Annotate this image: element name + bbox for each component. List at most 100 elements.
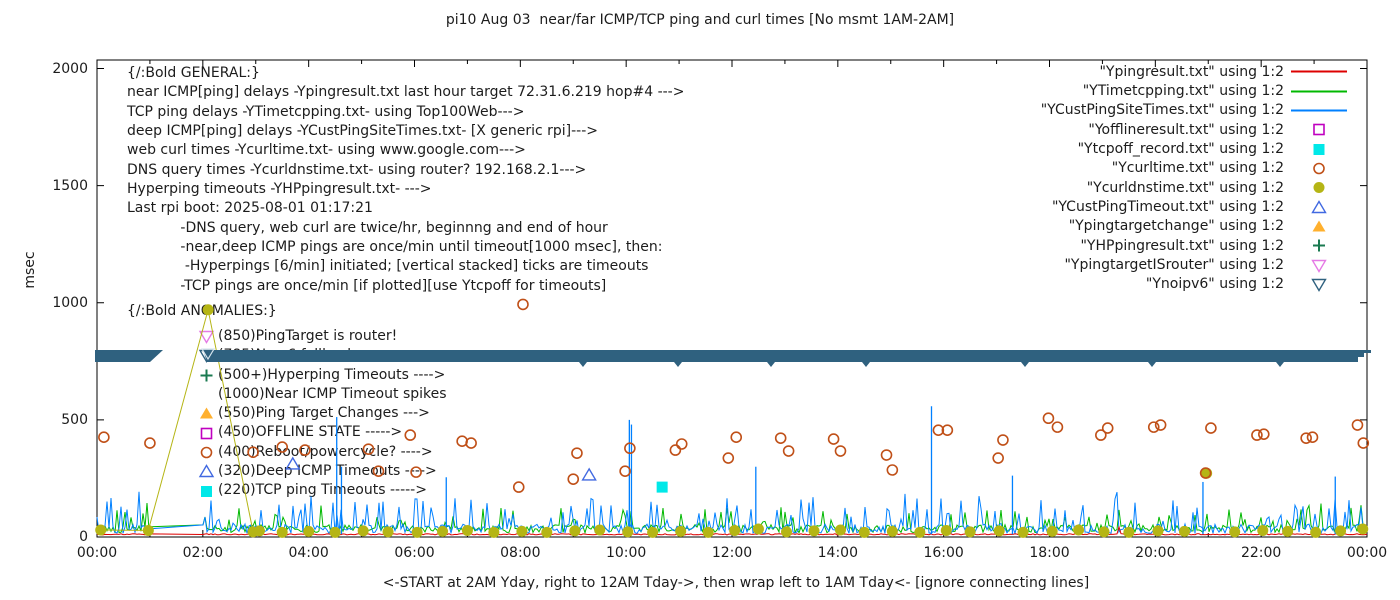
circle-open-icon [198, 445, 215, 460]
legend-label: "Ycurldnstime.txt" using 1:2 [1086, 179, 1284, 196]
triangle-down-open-swatch-icon [1290, 277, 1348, 292]
line-swatch-icon [1290, 103, 1348, 118]
note-line: near ICMP[ping] delays -Ypingresult.txt … [127, 84, 685, 101]
square-filled-swatch-icon [1290, 142, 1348, 157]
note-line: -near,deep ICMP pings are once/min until… [127, 239, 663, 256]
x-tick-label: 06:00 [394, 545, 435, 561]
note-line: {/:Bold GENERAL:} [127, 65, 260, 81]
anomaly-label: (500+)Hyperping Timeouts ----> [218, 366, 446, 383]
legend-label: "YpingtargetISrouter" using 1:2 [1064, 257, 1284, 274]
y-tick-label: 1500 [52, 177, 88, 194]
general-notes: {/:Bold GENERAL:} near ICMP[ping] delays … [127, 64, 684, 296]
legend-label: "YTimetcpping.txt" using 1:2 [1082, 83, 1284, 100]
triangle-down-open-swatch-icon [1290, 258, 1348, 273]
anomaly-row: (220)TCP ping Timeouts -----> [198, 481, 447, 500]
x-tick-label: 22:00 [1240, 545, 1282, 561]
anomaly-label: (785)No v6 fallback ----> [218, 347, 392, 364]
legend-row: "Ycurltime.txt" using 1:2 [1041, 159, 1348, 178]
legend-label: "Ynoipv6" using 1:2 [1145, 276, 1284, 293]
x-tick-label: 20:00 [1135, 545, 1176, 561]
anomaly-label: (400)Reboot/powercycle? ----> [218, 443, 433, 460]
anomaly-label: (550)Ping Target Changes ---> [218, 405, 430, 422]
legend-label: "YCustPingSiteTimes.txt" using 1:2 [1040, 102, 1284, 119]
note-line: -DNS query, web curl are twice/hr, begin… [127, 219, 608, 236]
square-open-icon [198, 426, 215, 441]
anomaly-row: (500+)Hyperping Timeouts ----> [198, 366, 447, 385]
anomaly-spacer [198, 387, 215, 402]
legend-label: "Yofflineresult.txt" using 1:2 [1088, 121, 1284, 138]
triangle-up-filled-swatch-icon [1290, 219, 1348, 234]
x-tick-label: 02:00 [182, 545, 223, 561]
note-line: deep ICMP[ping] delays -YCustPingSiteTim… [127, 123, 598, 140]
legend-row: "Ycurldnstime.txt" using 1:2 [1041, 178, 1348, 197]
anomaly-row: (400)Reboot/powercycle? ----> [198, 443, 447, 462]
anomalies-list: (850)PingTarget is router! (785)No v6 fal… [198, 327, 447, 501]
legend-row: "Ypingtargetchange" using 1:2 [1041, 217, 1348, 236]
y-tick-label: 2000 [52, 60, 88, 77]
x-tick-label: 04:00 [288, 545, 329, 561]
legend-label: "Ycurltime.txt" using 1:2 [1111, 160, 1284, 177]
y-tick-label: 500 [61, 411, 88, 428]
x-tick-label: 00:00 [76, 545, 118, 561]
legend-row: "YpingtargetISrouter" using 1:2 [1041, 255, 1348, 274]
triangle-down-open-icon [198, 348, 215, 364]
legend-label: "Ypingtargetchange" using 1:2 [1068, 218, 1284, 235]
y-tick-label: 0 [79, 529, 88, 545]
legend-row: "YHPpingresult.txt" using 1:2 [1041, 236, 1348, 255]
anomalies-heading: {/:Bold ANOMALIES:} [127, 303, 277, 319]
anomaly-row: (785)No v6 fallback ----> [198, 346, 447, 365]
plus-icon [198, 368, 215, 383]
note-line: Hyperping timeouts -YHPpingresult.txt- -… [127, 181, 432, 198]
y-tick-label: 1000 [52, 294, 88, 311]
plus-swatch-icon [1290, 238, 1348, 253]
line-swatch-icon [1290, 84, 1348, 99]
x-tick-label: 10:00 [605, 545, 647, 561]
y-axis-label: msec [22, 251, 38, 289]
x-tick-label: 00:00 [1346, 545, 1388, 561]
anomaly-label: (850)PingTarget is router! [218, 328, 398, 344]
note-line: -TCP pings are once/min [if plotted][use… [127, 277, 607, 294]
circle-filled-swatch-icon [1290, 180, 1348, 195]
legend-row: "Ypingresult.txt" using 1:2 [1041, 62, 1348, 81]
triangle-up-open-icon [198, 464, 215, 479]
legend-row: "Yofflineresult.txt" using 1:2 [1041, 120, 1348, 139]
legend-label: "YCustPingTimeout.txt" using 1:2 [1051, 199, 1284, 216]
x-tick-label: 16:00 [923, 545, 964, 561]
note-line: -Hyperpings [6/min] initiated; [vertical… [127, 258, 649, 275]
legend-row: "Ytcpoff_record.txt" using 1:2 [1041, 139, 1348, 158]
triangle-down-open-icon [198, 329, 215, 345]
legend-row: "YCustPingSiteTimes.txt" using 1:2 [1041, 101, 1348, 120]
anomaly-label: (450)OFFLINE STATE -----> [218, 424, 403, 441]
x-axis-label: <-START at 2AM Yday, right to 12AM Tday-… [382, 575, 1090, 591]
triangle-up-open-swatch-icon [1290, 199, 1348, 215]
x-tick-label: 08:00 [500, 545, 541, 561]
note-line: Last rpi boot: 2025-08-01 01:17:21 [127, 200, 373, 217]
anomaly-row: (1000)Near ICMP Timeout spikes [198, 385, 447, 404]
legend-row: "Ynoipv6" using 1:2 [1041, 275, 1348, 294]
anomaly-row: (320)Deep ICMP Timeouts ----> [198, 462, 447, 481]
legend-row: "YTimetcpping.txt" using 1:2 [1041, 81, 1348, 100]
line-swatch-icon [1290, 64, 1348, 79]
legend-label: "YHPpingresult.txt" using 1:2 [1080, 237, 1284, 254]
anomaly-label: (220)TCP ping Timeouts -----> [218, 482, 427, 499]
legend-label: "Ypingresult.txt" using 1:2 [1099, 63, 1284, 80]
x-tick-label: 12:00 [711, 545, 753, 561]
anomaly-label: (1000)Near ICMP Timeout spikes [218, 385, 447, 402]
anomaly-row: (850)PingTarget is router! [198, 327, 447, 346]
square-open-swatch-icon [1290, 122, 1348, 137]
anomaly-row: (550)Ping Target Changes ---> [198, 404, 447, 423]
square-filled-icon [198, 484, 215, 499]
legend: "Ypingresult.txt" using 1:2 "YTimetcpping… [1041, 62, 1348, 294]
chart-title: pi10 Aug 03 near/far ICMP/TCP ping and c… [445, 12, 955, 28]
triangle-up-filled-icon [198, 406, 215, 421]
x-tick-label: 18:00 [1029, 545, 1070, 561]
anomaly-label: (320)Deep ICMP Timeouts ----> [218, 463, 437, 480]
x-tick-label: 14:00 [817, 545, 858, 561]
note-line: TCP ping delays -YTimetcpping.txt- using… [127, 103, 525, 120]
note-line: DNS query times -Ycurldnstime.txt- using… [127, 161, 587, 178]
legend-row: "YCustPingTimeout.txt" using 1:2 [1041, 197, 1348, 216]
anomaly-row: (450)OFFLINE STATE -----> [198, 423, 447, 442]
note-line: web curl times -Ycurltime.txt- using www… [127, 142, 526, 159]
legend-label: "Ytcpoff_record.txt" using 1:2 [1077, 141, 1284, 158]
